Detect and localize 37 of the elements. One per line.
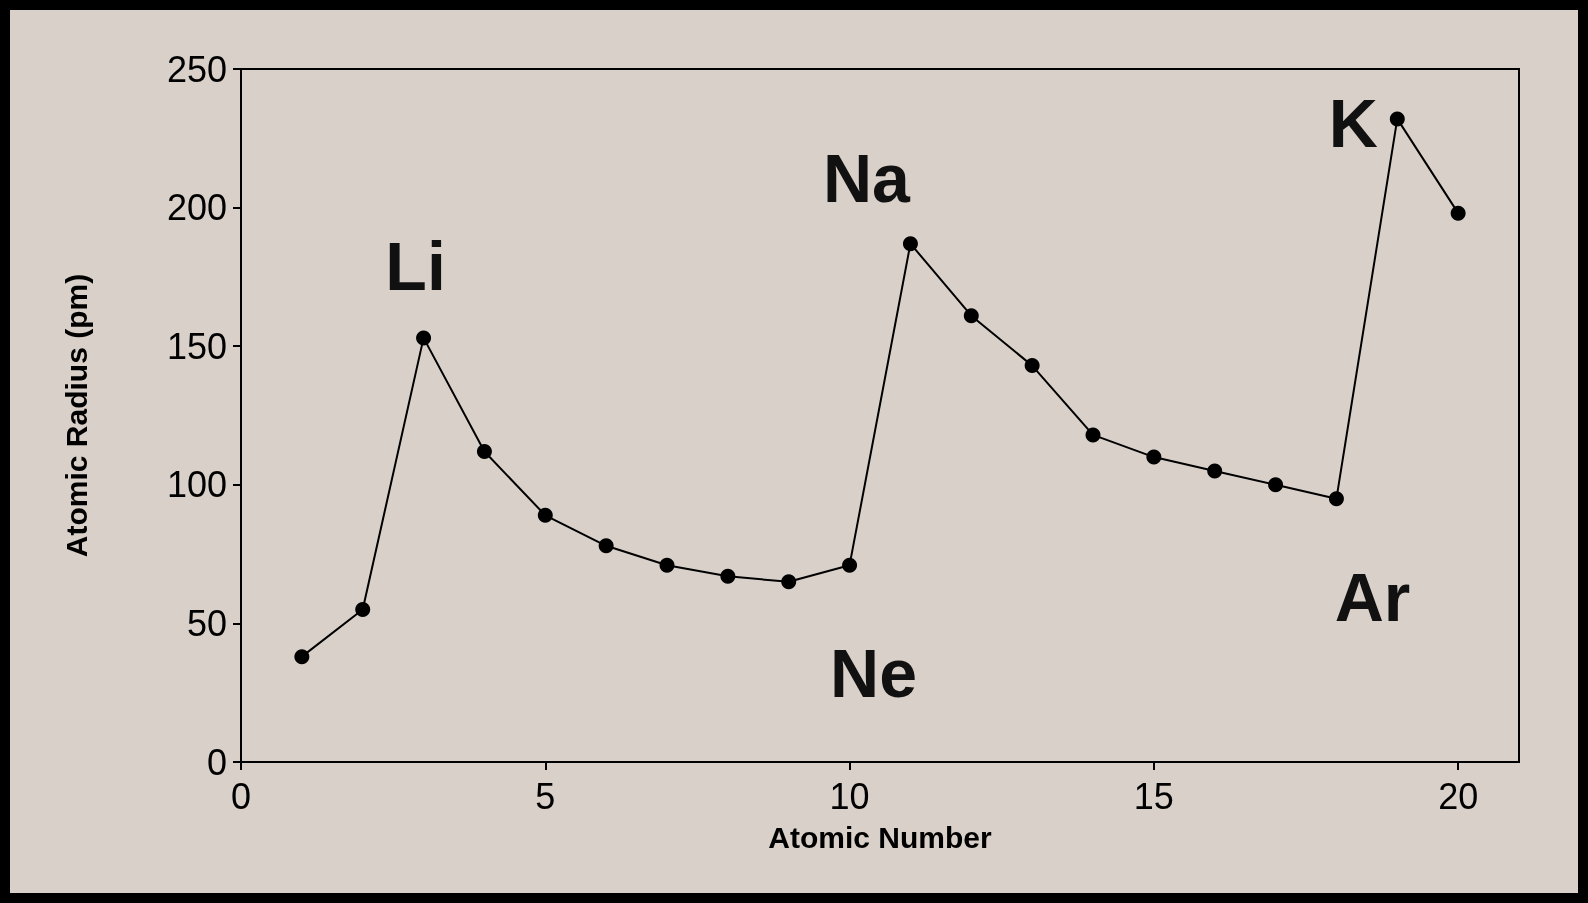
y-tick-label: 150 (166, 325, 227, 367)
point (720, 568, 736, 584)
point (1207, 463, 1223, 479)
point (963, 308, 979, 324)
x-axis-title: Atomic Number (768, 820, 992, 854)
point (598, 538, 614, 554)
annotation: Ar (1334, 558, 1411, 635)
point (1328, 491, 1344, 507)
y-tick-label: 100 (166, 464, 227, 506)
x-tick-label: 15 (1133, 775, 1174, 817)
y-tick-label: 250 (166, 48, 227, 90)
point (355, 602, 371, 618)
annotation: K (1328, 84, 1378, 161)
point (781, 574, 797, 590)
x-tick-label: 10 (829, 775, 870, 817)
annotation: Ne (830, 635, 918, 712)
x-tick-label: 20 (1438, 775, 1479, 817)
point (476, 444, 492, 460)
point (659, 557, 675, 573)
point (842, 557, 858, 573)
y-tick-label: 200 (166, 187, 227, 229)
point (1450, 205, 1466, 221)
point (1085, 427, 1101, 443)
annotation: Li (385, 227, 446, 304)
point (902, 236, 918, 252)
point (1268, 477, 1284, 493)
y-tick-label: 0 (206, 741, 227, 783)
point (294, 649, 310, 665)
annotation: Na (822, 139, 912, 216)
point (1389, 111, 1405, 127)
x-tick-label: 5 (535, 775, 556, 817)
y-axis-title: Atomic Radius (pm) (59, 273, 93, 558)
y-tick-label: 50 (186, 602, 227, 644)
point (416, 330, 432, 346)
point (1024, 358, 1040, 374)
point (1146, 449, 1162, 465)
point (537, 507, 553, 523)
